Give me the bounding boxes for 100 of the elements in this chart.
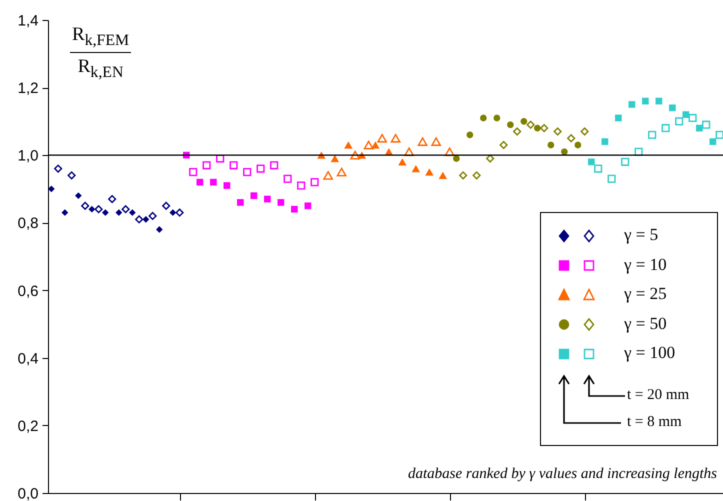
y-tick-label: 0,2: [18, 418, 38, 435]
point: [472, 171, 481, 180]
point: [500, 140, 508, 150]
point: [148, 212, 157, 220]
point: [507, 121, 514, 128]
point: [716, 130, 723, 139]
point: [466, 132, 474, 138]
point: [574, 142, 582, 148]
point: [364, 140, 374, 150]
point: [54, 164, 62, 173]
point: [210, 178, 217, 186]
point: [390, 134, 401, 143]
point: [377, 134, 388, 143]
point: [453, 155, 460, 162]
point: [438, 172, 448, 180]
point: [250, 192, 258, 200]
point: [540, 124, 548, 132]
y-tick-label: 0,0: [18, 486, 38, 501]
point: [621, 158, 630, 166]
point: [425, 168, 434, 176]
annotation: database ranked by γ values and increasing lengths: [408, 466, 717, 483]
point: [459, 171, 468, 180]
point: [431, 137, 442, 146]
point: [608, 174, 616, 183]
point: [688, 114, 697, 122]
point: [702, 120, 710, 129]
point: [243, 168, 252, 176]
point: [256, 164, 265, 173]
point: [189, 168, 198, 176]
point: [548, 142, 554, 148]
point: [304, 202, 312, 210]
point: [323, 171, 334, 180]
legend-label: γ = 100: [624, 343, 676, 363]
legend-label: γ = 10: [624, 254, 667, 274]
point: [94, 205, 103, 214]
point: [156, 226, 163, 233]
point: [602, 138, 608, 145]
point: [196, 178, 204, 186]
point: [270, 161, 278, 170]
legend-label: γ = 5: [624, 225, 658, 245]
point: [230, 161, 238, 170]
point: [48, 186, 55, 192]
point: [336, 168, 347, 176]
point: [122, 205, 130, 214]
point: [264, 196, 271, 202]
point: [162, 202, 170, 210]
point: [62, 209, 68, 216]
annotation: t = 20 mm: [627, 387, 690, 404]
point: [412, 165, 420, 172]
point: [129, 209, 136, 216]
point: [526, 120, 535, 129]
point: [418, 137, 428, 146]
y-tick-label: 1,0: [18, 148, 38, 165]
y-tick-label: 0,4: [18, 350, 38, 368]
legend-label: γ = 25: [624, 284, 667, 304]
point: [330, 154, 340, 162]
y-axis-title: R$_{k,FEM}$ R$_{k,EN}$: [71, 24, 130, 82]
point: [628, 101, 636, 108]
y-tick-label: 1,2: [18, 80, 38, 98]
point: [102, 209, 109, 216]
y-tick-label: 0,6: [18, 282, 38, 300]
point: [68, 171, 76, 180]
point: [75, 192, 82, 200]
point: [108, 195, 116, 204]
point: [494, 114, 500, 122]
point: [291, 206, 298, 213]
point: [237, 199, 244, 206]
point: [176, 208, 184, 217]
point: [682, 111, 690, 118]
annotation: t = 8 mm: [627, 414, 682, 431]
legend-label: γ = 50: [624, 314, 667, 334]
point: [520, 118, 528, 125]
point: [710, 138, 716, 145]
point: [648, 130, 656, 139]
point: [615, 114, 622, 122]
y-tick-label: 1,4: [18, 12, 38, 30]
point: [135, 215, 144, 224]
point: [580, 127, 589, 136]
point: [642, 98, 649, 104]
point: [567, 134, 576, 142]
point: [669, 104, 676, 112]
point: [486, 154, 494, 163]
point: [350, 150, 360, 160]
point: [588, 158, 595, 166]
point: [224, 182, 230, 189]
point: [116, 209, 122, 216]
point: [88, 206, 96, 213]
point: [297, 181, 306, 190]
point: [675, 117, 684, 126]
point: [480, 114, 487, 122]
point: [142, 216, 150, 223]
point: [561, 148, 568, 156]
point: [202, 161, 211, 170]
point: [534, 124, 541, 132]
point: [513, 127, 522, 136]
point: [594, 164, 602, 173]
y-tick-label: 0,8: [18, 215, 38, 232]
point: [554, 127, 562, 136]
point: [398, 158, 407, 166]
point: [278, 199, 284, 206]
